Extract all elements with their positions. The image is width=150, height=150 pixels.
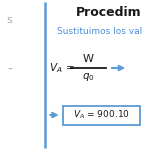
Text: $q_0$: $q_0$ <box>82 71 94 83</box>
Text: $V_A$ = 900.10: $V_A$ = 900.10 <box>73 109 130 121</box>
Text: s: s <box>7 15 12 25</box>
Text: Procedim: Procedim <box>76 6 142 18</box>
Text: =: = <box>66 63 75 73</box>
Text: W: W <box>83 54 94 64</box>
Text: -: - <box>7 63 12 77</box>
FancyBboxPatch shape <box>63 105 140 124</box>
Text: Sustituimos los val: Sustituimos los val <box>57 27 142 36</box>
Text: $V_A$: $V_A$ <box>49 61 63 75</box>
